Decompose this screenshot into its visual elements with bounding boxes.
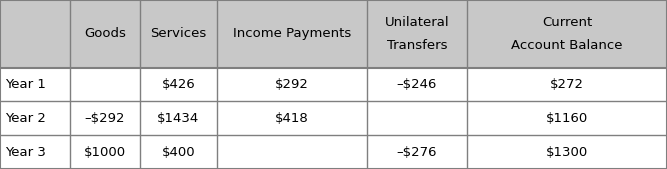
Bar (367, 135, 467, 169)
Text: Year 3: Year 3 (5, 146, 46, 159)
Text: Year 2: Year 2 (5, 112, 46, 125)
Text: Year 1: Year 1 (5, 78, 46, 91)
Bar (467, 101, 667, 135)
Bar (217, 101, 367, 135)
Text: Goods: Goods (84, 27, 126, 40)
Bar (0, 135, 70, 169)
Text: $400: $400 (161, 146, 195, 159)
Bar (140, 101, 217, 135)
Bar (140, 68, 217, 101)
Bar (70, 0, 140, 68)
Bar (70, 135, 140, 169)
Bar (0, 101, 70, 135)
Bar (467, 68, 667, 101)
Bar (140, 0, 217, 68)
Text: $1160: $1160 (546, 112, 588, 125)
Text: Unilateral
Transfers: Unilateral Transfers (385, 16, 449, 52)
Text: $1434: $1434 (157, 112, 199, 125)
Bar (217, 68, 367, 101)
Bar (140, 135, 217, 169)
Text: Income Payments: Income Payments (233, 27, 351, 40)
Bar (217, 135, 367, 169)
Text: Services: Services (150, 27, 207, 40)
Bar (0, 0, 70, 68)
Bar (70, 68, 140, 101)
Bar (0, 68, 70, 101)
Bar (467, 135, 667, 169)
Text: $272: $272 (550, 78, 584, 91)
Text: $1300: $1300 (546, 146, 588, 159)
Bar (467, 0, 667, 68)
Text: $426: $426 (161, 78, 195, 91)
Text: $292: $292 (275, 78, 309, 91)
Bar (70, 101, 140, 135)
Text: –$246: –$246 (397, 78, 437, 91)
Text: $418: $418 (275, 112, 309, 125)
Text: –$292: –$292 (85, 112, 125, 125)
Bar (367, 0, 467, 68)
Bar (217, 0, 367, 68)
Bar (367, 68, 467, 101)
Text: Current
Account Balance: Current Account Balance (511, 16, 623, 52)
Text: –$276: –$276 (397, 146, 437, 159)
Text: $1000: $1000 (84, 146, 126, 159)
Bar (367, 101, 467, 135)
